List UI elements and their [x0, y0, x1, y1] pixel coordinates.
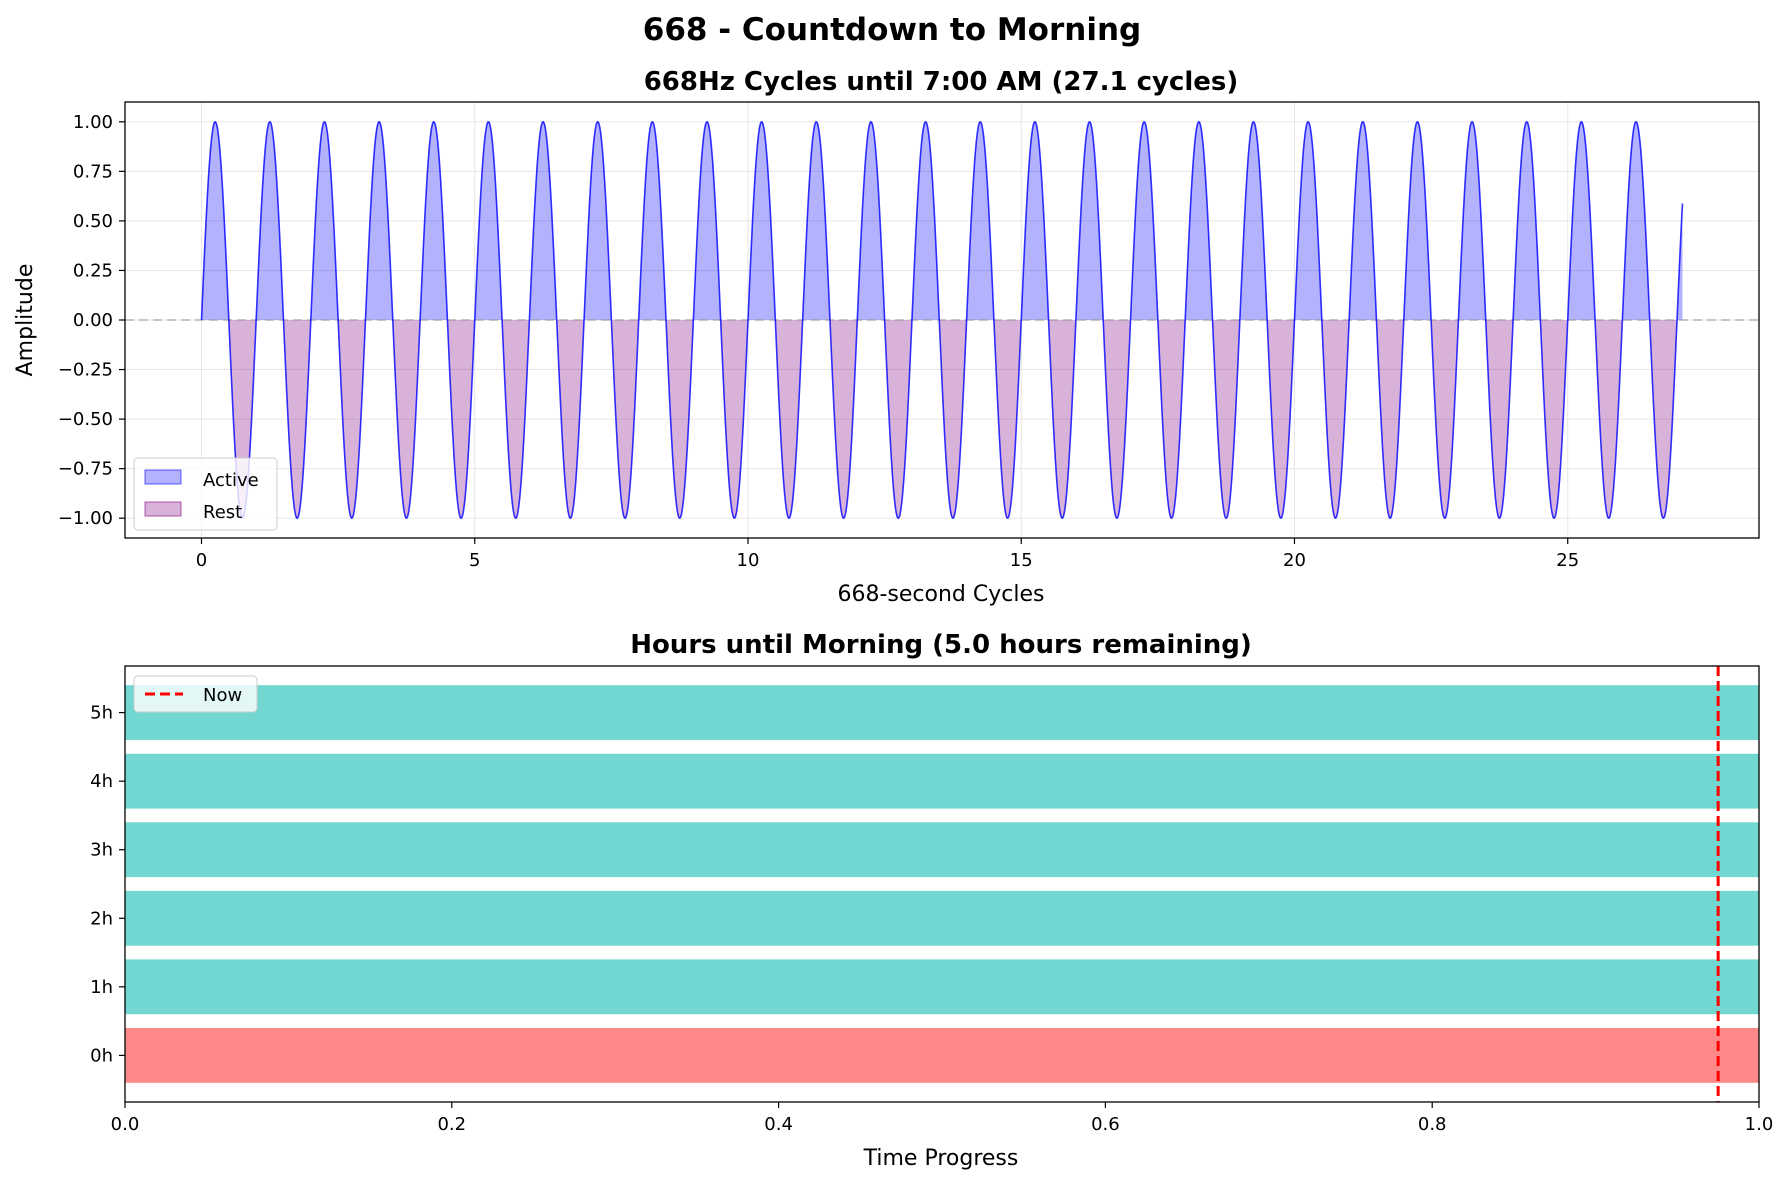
cycles-y-ticks: 1.00 0.75 0.50 0.25 0.00 −0.25 −0.50 −0.75 −1.00	[58, 112, 125, 529]
hours-x-tick-label: 1.0	[1745, 1114, 1774, 1135]
cycles-y-tick-label: −1.00	[58, 508, 113, 529]
cycles-y-tick-label: −0.50	[58, 409, 113, 430]
cycles-y-tick-label: 0.25	[73, 260, 113, 281]
cycles-y-tick-label: 1.00	[73, 112, 113, 133]
cycles-plot-area	[125, 120, 1759, 520]
cycles-x-ticks: 0 5 10 15 20 25	[196, 538, 1579, 571]
hours-y-ticks: 0h 1h 2h 3h 4h 5h	[90, 703, 125, 1066]
cycles-chart-title: 668Hz Cycles until 7:00 AM (27.1 cycles)	[644, 67, 1239, 97]
cycles-y-tick-label: 0.50	[73, 211, 113, 232]
hour-bar-4h	[125, 753, 1759, 809]
legend-swatch-active	[144, 469, 182, 485]
hours-chart-title: Hours until Morning (5.0 hours remaining…	[630, 630, 1252, 660]
hours-y-tick-label: 0h	[90, 1045, 113, 1066]
hours-y-tick-label: 3h	[90, 840, 113, 861]
legend-swatch-rest	[144, 501, 182, 517]
legend-label-rest: Rest	[203, 502, 242, 523]
cycles-x-tick-label: 10	[737, 550, 760, 571]
cycles-legend: Active Rest	[133, 457, 278, 531]
hours-legend-box	[133, 675, 258, 713]
hours-y-tick-label: 2h	[90, 908, 113, 929]
cycles-y-tick-label: 0.75	[73, 161, 113, 182]
cycles-x-tick-label: 20	[1283, 550, 1306, 571]
hours-legend: Now	[133, 675, 258, 713]
cycles-x-tick-label: 25	[1556, 550, 1579, 571]
figure-title: 668 - Countdown to Morning	[643, 12, 1141, 48]
hours-chart: Hours until Morning (5.0 hours remaining…	[90, 630, 1773, 1171]
cycles-y-label: Amplitude	[13, 264, 38, 377]
hours-bars	[125, 685, 1759, 1083]
legend-label-now: Now	[203, 685, 242, 706]
hours-x-label: Time Progress	[863, 1146, 1019, 1171]
hour-bar-5h	[125, 685, 1759, 741]
cycles-chart: 668Hz Cycles until 7:00 AM (27.1 cycles)…	[13, 67, 1760, 607]
hours-x-tick-label: 0.8	[1418, 1114, 1447, 1135]
hour-bar-3h	[125, 822, 1759, 878]
hours-x-tick-label: 0.0	[111, 1114, 140, 1135]
hours-x-tick-label: 0.6	[1091, 1114, 1120, 1135]
hour-bar-2h	[125, 890, 1759, 946]
hours-x-tick-label: 0.4	[764, 1114, 793, 1135]
rest-fill-area	[201, 320, 1683, 519]
cycles-x-tick-label: 0	[196, 550, 207, 571]
cycles-x-label: 668-second Cycles	[838, 582, 1045, 607]
signal-line	[200, 120, 1684, 520]
hours-x-ticks: 0.0 0.2 0.4 0.6 0.8 1.0	[111, 1102, 1774, 1135]
hour-bar-0h	[125, 1027, 1759, 1083]
hours-y-tick-label: 5h	[90, 703, 113, 724]
active-fill-area	[201, 121, 1683, 320]
hours-y-tick-label: 4h	[90, 771, 113, 792]
hour-bar-1h	[125, 959, 1759, 1015]
hours-y-tick-label: 1h	[90, 977, 113, 998]
legend-label-active: Active	[203, 470, 259, 491]
hours-axes-frame	[124, 665, 1760, 1103]
cycles-y-tick-label: −0.25	[58, 360, 113, 381]
cycles-y-tick-label: −0.75	[58, 459, 113, 480]
cycles-x-tick-label: 5	[469, 550, 480, 571]
cycles-x-tick-label: 15	[1010, 550, 1033, 571]
hours-x-tick-label: 0.2	[437, 1114, 466, 1135]
cycles-y-tick-label: 0.00	[73, 310, 113, 331]
cycles-legend-box	[133, 457, 278, 531]
